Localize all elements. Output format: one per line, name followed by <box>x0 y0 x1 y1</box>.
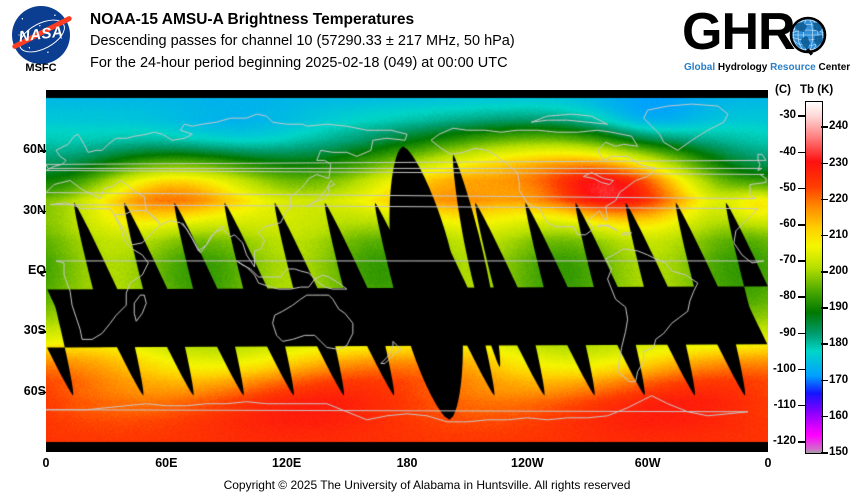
colorbar-kelvin-label: 160 <box>829 409 849 422</box>
colorbar-celsius-label: -100 <box>772 362 796 375</box>
latitude-tick <box>40 331 46 333</box>
ghrc-tagline: Global Hydrology Resource Center <box>684 62 850 73</box>
colorbar-celsius-label: -80 <box>779 290 796 303</box>
colorbar-kelvin-label: 230 <box>829 156 849 169</box>
colorbar-celsius-tick <box>798 224 805 226</box>
colorbar-celsius-tick <box>798 260 805 262</box>
colorbar-celsius-label: -50 <box>779 181 796 194</box>
colorbar-kelvin-tick <box>821 162 828 164</box>
colorbar-celsius-label: -110 <box>773 398 796 411</box>
latitude-axis: 60N 30N EQ 30S 60S <box>0 90 46 452</box>
colorbar-celsius-tick <box>798 404 805 407</box>
colorbar-celsius-label: -30 <box>779 109 796 122</box>
latitude-tick <box>40 271 46 273</box>
colorbar-kelvin-tick <box>821 234 828 237</box>
longitude-label: 60W <box>634 456 661 470</box>
colorbar-celsius-label: -90 <box>779 326 796 339</box>
globe-icon <box>789 16 827 56</box>
colorbar-kelvin-tick <box>821 415 828 418</box>
colorbar-celsius-label: -60 <box>779 218 796 231</box>
longitude-label: 120W <box>511 456 544 470</box>
latitude-label: 30N <box>23 202 46 217</box>
colorbar-kelvin-label: 170 <box>829 373 849 386</box>
longitude-label: 180 <box>396 456 418 470</box>
ghrc-tagline-word-1: Global <box>684 62 716 73</box>
longitude-label: 0 <box>42 456 50 470</box>
colorbar-kelvin-unit: Tb (K) <box>800 84 833 96</box>
colorbar-kelvin-tick <box>821 126 828 128</box>
longitude-axis: 0 60E 120E 180 120W 60W 0 <box>42 452 772 478</box>
colorbar-kelvin-label: 200 <box>829 265 849 278</box>
nasa-msfc-logo: NASA MSFC <box>11 6 78 74</box>
latitude-label: 60N <box>23 142 46 157</box>
colorbar-gradient <box>805 101 823 454</box>
colorbar-kelvin-label: 220 <box>829 192 849 205</box>
colorbar-kelvin-tick <box>821 307 828 309</box>
colorbar-celsius-label: -120 <box>772 435 796 448</box>
title-block: NOAA-15 AMSU-A Brightness Temperatures D… <box>90 9 650 74</box>
colorbar-kelvin-tick <box>821 198 828 201</box>
colorbar-kelvin-label: 210 <box>829 228 849 241</box>
copyright-notice: Copyright © 2025 The University of Alaba… <box>223 478 631 492</box>
msfc-label: MSFC <box>25 62 57 74</box>
colorbar-kelvin-label: 150 <box>829 446 849 458</box>
page-period-line: For the 24-hour period beginning 2025-02… <box>90 55 508 71</box>
page-title: NOAA-15 AMSU-A Brightness Temperatures <box>90 11 415 28</box>
colorbar-celsius-label: -40 <box>779 145 796 158</box>
colorbar-kelvin-tick <box>821 452 828 454</box>
colorbar-kelvin-label: 190 <box>829 301 849 314</box>
colorbar-kelvin-paren: (K) <box>817 84 834 96</box>
colorbar-celsius-tick <box>798 187 805 190</box>
colorbar-celsius-tick <box>798 296 805 298</box>
latitude-tick <box>40 391 46 394</box>
colorbar-celsius-label: -70 <box>779 254 796 267</box>
colorbar-celsius-tick <box>798 332 805 335</box>
colorbar-kelvin-label: 180 <box>829 337 849 350</box>
ghrc-tagline-word-2: Hydrology <box>717 62 768 73</box>
page-header: NASA MSFC NOAA-15 AMSU-A Brightness Temp… <box>0 0 854 88</box>
ghrc-tagline-word-3: Resource <box>770 62 816 73</box>
colorbar-celsius-unit: (C) <box>775 84 791 96</box>
longitude-label: 0 <box>764 456 772 470</box>
colorbar: (C) Tb (K) -30 -40 -50 -60 -70 -80 -90 -100 -110… <box>770 84 854 464</box>
colorbar-tb-symbol: Tb <box>800 84 815 96</box>
colorbar-celsius-tick <box>798 441 805 443</box>
latitude-label: 30S <box>23 323 46 338</box>
colorbar-kelvin-tick <box>821 379 828 382</box>
colorbar-kelvin-label: 240 <box>829 120 849 133</box>
latitude-label: 60S <box>23 383 46 398</box>
colorbar-celsius-tick <box>798 115 805 117</box>
brightness-temperature-map <box>46 90 768 452</box>
longitude-label: 120E <box>272 456 302 470</box>
colorbar-kelvin-tick <box>821 343 828 345</box>
ghrc-tagline-word-4: Center <box>818 62 851 73</box>
latitude-tick <box>40 210 46 213</box>
colorbar-celsius-tick <box>798 151 805 154</box>
longitude-label: 60E <box>155 456 178 470</box>
latitude-tick <box>40 150 46 152</box>
map-raster <box>46 90 768 452</box>
latitude-label: EQ <box>27 263 46 277</box>
ghrc-wordmark: GHR <box>682 3 796 61</box>
colorbar-kelvin-tick <box>821 271 828 273</box>
colorbar-celsius-tick <box>798 368 805 371</box>
ghrc-logo: GHR Glob <box>682 3 850 80</box>
page-subtitle: Descending passes for channel 10 (57290.… <box>90 33 515 49</box>
